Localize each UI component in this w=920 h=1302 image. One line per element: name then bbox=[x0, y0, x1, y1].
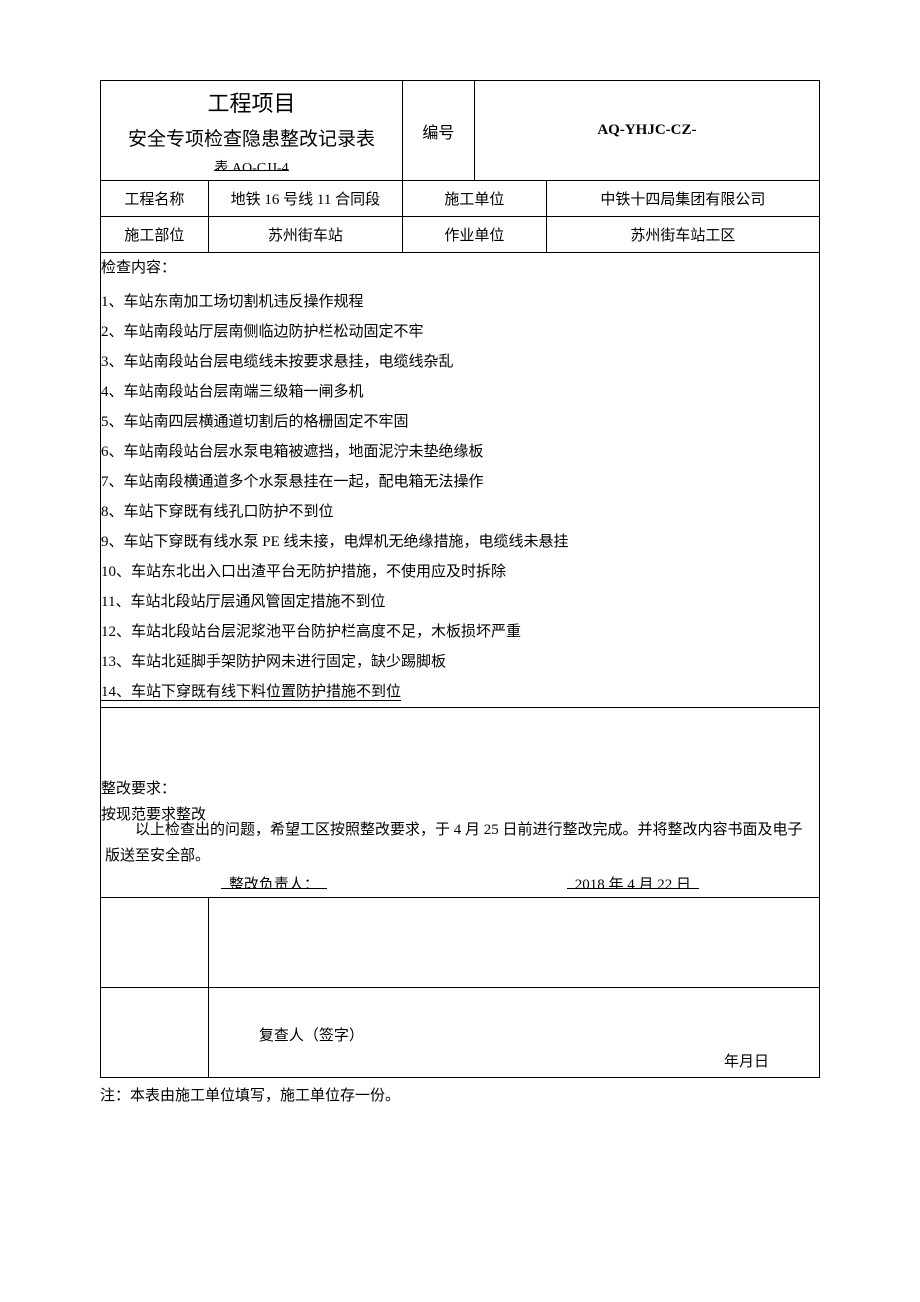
recheck-label: 复查人（签字） bbox=[259, 1024, 364, 1045]
content-item: 7、车站南段横通道多个水泵悬挂在一起，配电箱无法操作 bbox=[101, 467, 819, 497]
content-item: 2、车站南段站厅层南侧临边防护栏松动固定不牢 bbox=[101, 317, 819, 347]
content-header: 检查内容： bbox=[101, 253, 819, 283]
title-line3: 表 AQ-CJJ-4 bbox=[214, 157, 288, 171]
recheck-date-label: 年月日 bbox=[724, 1050, 769, 1071]
bottom-row-2: 复查人（签字） 年月日 bbox=[101, 988, 820, 1078]
footnote: 注：本表由施工单位填写，施工单位存一份。 bbox=[100, 1084, 820, 1105]
operation-unit-value: 苏州街车站工区 bbox=[546, 217, 819, 253]
content-item: 10、车站东北出入口出渣平台无防护措施，不使用应及时拆除 bbox=[101, 557, 819, 587]
content-item: 4、车站南段站台层南端三级箱一闸多机 bbox=[101, 377, 819, 407]
number-label-cell: 编号 bbox=[402, 81, 474, 181]
content-item: 13、车站北延脚手架防护网未进行固定，缺少踢脚板 bbox=[101, 647, 819, 677]
content-item-underlined: 14、车站下穿既有线下料位置防护措施不到位 bbox=[101, 677, 819, 707]
project-name-value: 地铁 16 号线 11 合同段 bbox=[208, 181, 402, 217]
rectify-date: 2018 年 4 月 22 日 bbox=[567, 873, 699, 889]
title-line1: 工程项目 bbox=[101, 86, 402, 118]
construction-unit-label: 施工单位 bbox=[402, 181, 546, 217]
construction-part-label: 施工部位 bbox=[101, 217, 209, 253]
bottom-left-1 bbox=[101, 898, 209, 988]
content-cell: 检查内容： 1、车站东南加工场切割机违反操作规程 2、车站南段站厅层南侧临边防护… bbox=[101, 253, 820, 708]
content-item: 5、车站南四层横通道切割后的格栅固定不牢固 bbox=[101, 407, 819, 437]
content-item: 9、车站下穿既有线水泵 PE 线未接，电焊机无绝缘措施，电缆线未悬挂 bbox=[101, 527, 819, 557]
rectify-header: 整改要求： bbox=[101, 777, 819, 803]
project-name-label: 工程名称 bbox=[101, 181, 209, 217]
content-row: 检查内容： 1、车站东南加工场切割机违反操作规程 2、车站南段站厅层南侧临边防护… bbox=[101, 253, 820, 708]
bottom-left-2 bbox=[101, 988, 209, 1078]
content-item: 3、车站南段站台层电缆线未按要求悬挂，电缆线杂乱 bbox=[101, 347, 819, 377]
rectify-row: 整改要求： 按现范要求整改 以上检查出的问题，希望工区按照整改要求，于 4 月 … bbox=[101, 708, 820, 898]
title-line2: 安全专项检查隐患整改记录表 bbox=[101, 124, 402, 151]
responsible-label: 整改负责人： bbox=[221, 873, 327, 889]
content-item: 6、车站南段站台层水泵电箱被遮挡，地面泥泞未垫绝缘板 bbox=[101, 437, 819, 467]
rectify-note: 以上检查出的问题，希望工区按照整改要求，于 4 月 25 日前进行整改完成。并将… bbox=[101, 818, 819, 869]
bottom-right-1 bbox=[208, 898, 819, 988]
content-item: 8、车站下穿既有线孔口防护不到位 bbox=[101, 497, 819, 527]
inspection-record-table: 工程项目 安全专项检查隐患整改记录表 表 AQ-CJJ-4 编号 AQ-YHJC… bbox=[100, 80, 820, 1078]
operation-unit-label: 作业单位 bbox=[402, 217, 546, 253]
bottom-row-1 bbox=[101, 898, 820, 988]
info-row-1: 工程名称 地铁 16 号线 11 合同段 施工单位 中铁十四局集团有限公司 bbox=[101, 181, 820, 217]
construction-unit-value: 中铁十四局集团有限公司 bbox=[546, 181, 819, 217]
recheck-cell: 复查人（签字） 年月日 bbox=[208, 988, 819, 1078]
content-item: 1、车站东南加工场切割机违反操作规程 bbox=[101, 287, 819, 317]
code-cell: AQ-YHJC-CZ- bbox=[474, 81, 819, 181]
info-row-2: 施工部位 苏州街车站 作业单位 苏州街车站工区 bbox=[101, 217, 820, 253]
rectify-cell: 整改要求： 按现范要求整改 以上检查出的问题，希望工区按照整改要求，于 4 月 … bbox=[101, 708, 820, 898]
title-cell: 工程项目 安全专项检查隐患整改记录表 表 AQ-CJJ-4 bbox=[101, 81, 403, 181]
signature-row: 整改负责人： 2018 年 4 月 22 日 bbox=[101, 873, 819, 889]
content-item: 12、车站北段站台层泥浆池平台防护栏高度不足，木板损坏严重 bbox=[101, 617, 819, 647]
content-item: 11、车站北段站厅层通风管固定措施不到位 bbox=[101, 587, 819, 617]
construction-part-value: 苏州街车站 bbox=[208, 217, 402, 253]
header-row: 工程项目 安全专项检查隐患整改记录表 表 AQ-CJJ-4 编号 AQ-YHJC… bbox=[101, 81, 820, 181]
